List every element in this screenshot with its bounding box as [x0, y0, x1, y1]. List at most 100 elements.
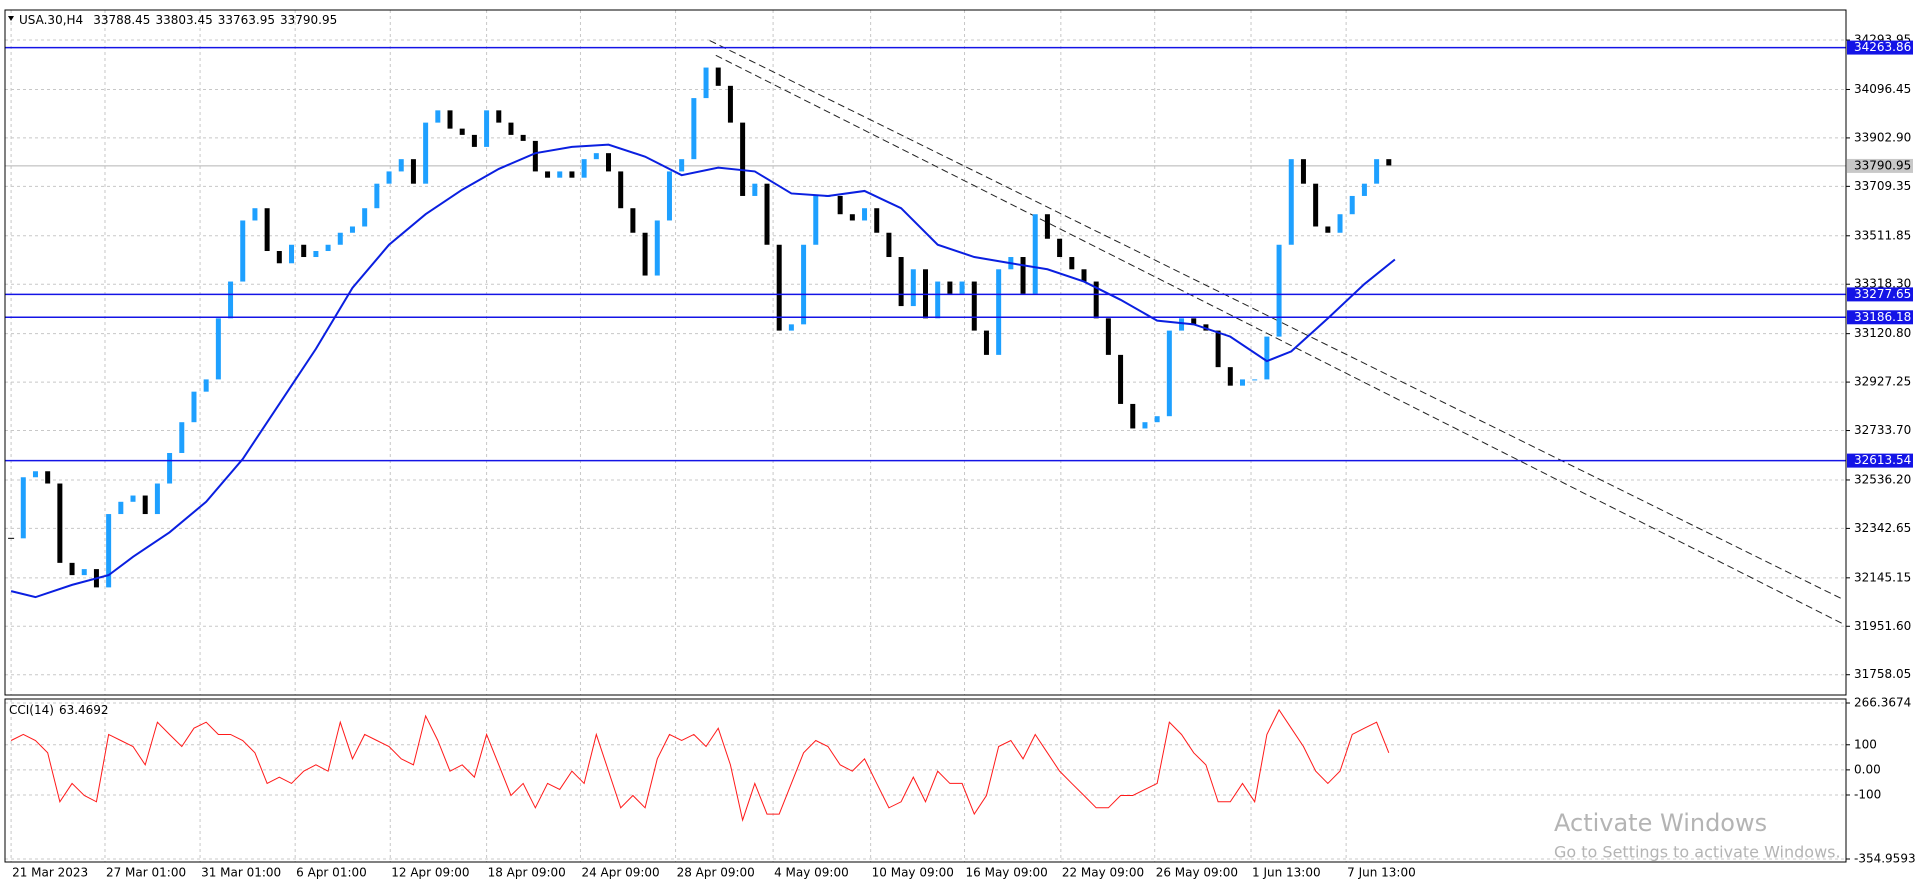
candle-body [118, 501, 124, 515]
high: 33803.45 [155, 13, 212, 27]
candle-body [691, 98, 697, 160]
candle-body [154, 483, 160, 515]
candle-body [1118, 354, 1124, 404]
plots: 21 Mar 2023 27 Mar 01:00 31 Mar 01:00 6 Apr… [5, 10, 1916, 880]
y-tick-label: 266.3674 [1854, 696, 1911, 710]
candle-body [313, 251, 319, 258]
candle-body [886, 232, 892, 258]
collapse-arrow[interactable] [8, 16, 14, 21]
candle-body [1386, 159, 1392, 166]
x-tick-label: 22 May 09:00 [1062, 866, 1144, 880]
candle-body [557, 171, 563, 178]
y-tick-label: 100 [1854, 737, 1877, 751]
indicator-value: 63.4692 [59, 703, 109, 717]
candle-body [898, 257, 904, 307]
close: 33790.95 [280, 13, 337, 27]
y-tick-label: 33511.85 [1854, 228, 1911, 242]
watermark-subtitle: Go to Settings to activate Windows. [1554, 843, 1841, 862]
candle-body [106, 514, 112, 588]
x-tick-label: 26 May 09:00 [1156, 866, 1238, 880]
candle-body [484, 110, 490, 147]
candle-body [666, 171, 672, 221]
candle-body [1130, 403, 1136, 429]
x-tick-label: 12 Apr 09:00 [391, 866, 469, 880]
y-tick-label: 32145.15 [1854, 570, 1911, 584]
y-tick-label: -354.9593 [1854, 852, 1916, 866]
candle-body [788, 324, 794, 331]
candle-body [1044, 214, 1050, 239]
current-price-label: 33790.95 [1854, 158, 1911, 172]
low: 33763.95 [218, 13, 275, 27]
candle-body [545, 171, 551, 178]
y-tick-label: 34096.45 [1854, 82, 1911, 96]
candle-body [301, 244, 307, 258]
x-tick-label: 6 Apr 01:00 [296, 866, 367, 880]
level-label: 33277.65 [1854, 287, 1911, 301]
candle-body [1374, 159, 1380, 184]
candle-body [910, 269, 916, 307]
candle-body [1215, 330, 1221, 368]
candle-body [1252, 379, 1258, 381]
candle-body [532, 140, 538, 172]
x-tick-label: 7 Jun 13:00 [1347, 866, 1416, 880]
x-tick-label: 28 Apr 09:00 [677, 866, 755, 880]
candle-body [1166, 330, 1172, 417]
main-frame [4, 9, 1847, 696]
candle-body [959, 281, 965, 294]
candle-body [1179, 318, 1185, 331]
candle-body [1020, 257, 1026, 294]
candle-body [1105, 318, 1111, 355]
candle-body [642, 232, 648, 276]
x-tick-label: 21 Mar 2023 [12, 866, 88, 880]
candle-body [801, 244, 807, 325]
candle-body [581, 159, 587, 178]
level-label: 34263.86 [1854, 40, 1911, 54]
indicator-line [10, 708, 1390, 822]
y-tick-label: -100 [1854, 787, 1881, 801]
trendline [715, 54, 1844, 625]
candle-body [20, 477, 26, 539]
x-tick-label: 18 Apr 09:00 [488, 866, 566, 880]
candle-body [1069, 257, 1075, 270]
x-tick-label: 24 Apr 09:00 [581, 866, 659, 880]
y-tick-label: 31758.05 [1854, 667, 1911, 681]
candle-body [1032, 214, 1038, 294]
candle-body [459, 128, 465, 135]
candle-body [606, 153, 612, 172]
candle-body [289, 244, 295, 264]
candle-body [715, 67, 721, 86]
candle-body [837, 195, 843, 215]
candle-body [740, 122, 746, 196]
candle-body [1349, 195, 1355, 215]
moving-average [10, 143, 1396, 599]
level-label: 32613.54 [1854, 453, 1911, 467]
candle-body [520, 134, 526, 141]
candle-body [1325, 226, 1331, 233]
level-tag [1847, 40, 1913, 55]
candle-body [228, 281, 234, 319]
candle-body [971, 281, 977, 331]
candle-body [569, 171, 575, 178]
x-tick-label: 4 May 09:00 [774, 866, 849, 880]
x-tick-label: 1 Jun 13:00 [1252, 866, 1321, 880]
candle-body [764, 183, 770, 245]
candle-body [727, 85, 733, 123]
candle-body [618, 171, 624, 209]
candle-body [1227, 367, 1233, 386]
candle-body [325, 244, 331, 252]
candle-body [1361, 183, 1367, 196]
symbol: USA.30,H4 [19, 13, 83, 27]
candle-body [654, 220, 660, 276]
candle-body [1276, 244, 1282, 337]
candle-body [1057, 238, 1063, 258]
candle-body [374, 183, 380, 209]
candle-body [813, 195, 819, 245]
candle-body [1300, 159, 1306, 184]
symbol-header: USA.30,H4 33788.45 33803.45 33763.95 33790.9… [19, 13, 337, 27]
current-price-tag [1847, 158, 1913, 173]
candle-body [935, 281, 941, 319]
x-tick-label: 31 Mar 01:00 [201, 866, 281, 880]
y-tick-label: 32536.20 [1854, 472, 1911, 486]
